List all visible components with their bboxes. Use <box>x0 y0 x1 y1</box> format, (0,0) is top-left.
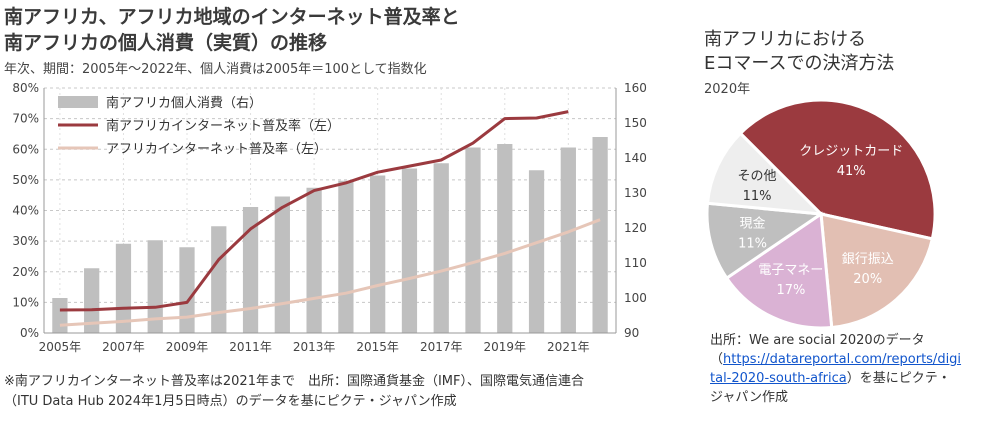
x-tick-label: 2009年 <box>166 340 209 354</box>
y-right-tick-label: 90 <box>624 326 639 340</box>
bar-consumption <box>147 240 163 333</box>
bar-consumption <box>433 163 449 333</box>
y-left-tick-label: 40% <box>12 204 39 218</box>
y-left-tick-label: 0% <box>20 326 39 340</box>
y-left-tick-label: 80% <box>12 81 39 95</box>
y-left-tick-label: 20% <box>12 265 39 279</box>
pie-category-label: 電子マネー <box>758 263 823 278</box>
right-title-line2: Eコマースでの決済方法 <box>704 53 895 74</box>
x-tick-label: 2015年 <box>356 340 399 354</box>
y-left-tick-label: 70% <box>12 112 39 126</box>
x-tick-label: 2017年 <box>420 340 463 354</box>
y-left-tick-label: 30% <box>12 234 39 248</box>
bar-consumption <box>52 298 68 333</box>
bar-consumption <box>274 196 290 333</box>
source-line2: （https://datareportal.com/reports/digi <box>710 350 961 369</box>
chart-axes: 0% 10% 20% 30% 40% 50% 60% 70% 80% 90 100 110 120 130… <box>12 81 647 354</box>
bar-consumption <box>211 226 227 333</box>
pie-category-label: 現金 <box>740 216 766 232</box>
y-right-tick-label: 150 <box>624 116 647 130</box>
bar-consumption <box>528 170 545 333</box>
y-right-tick-label: 140 <box>624 151 647 165</box>
legend-label: 南アフリカ個人消費（右） <box>106 95 262 111</box>
x-tick-label: 2005年 <box>39 340 82 354</box>
y-right-tick-label: 110 <box>624 256 647 270</box>
y-left-tick-label: 60% <box>12 142 39 156</box>
note-line2: （ITU Data Hub 2024年1月5日時点）のデータを基にピクテ・ジャパ… <box>4 394 457 409</box>
y-right-tick-label: 100 <box>624 291 647 305</box>
y-left-tick-label: 50% <box>12 173 39 187</box>
note-line1: ※南アフリカインターネット普及率は2021年まで 出所：国際通貨基金（IMF）、… <box>4 374 585 389</box>
x-tick-label: 2013年 <box>293 340 336 354</box>
bar-consumption <box>465 147 481 333</box>
right-title-line1: 南アフリカにおける <box>704 29 866 50</box>
chart-legend: 南アフリカ個人消費（右） 南アフリカインターネット普及率（左） アフリカインターネッ… <box>58 95 340 157</box>
left-chart-title: 南アフリカ、アフリカ地域のインターネット普及率と 南アフリカの個人消費（実質）の… <box>4 4 460 56</box>
y-left-tick-label: 10% <box>12 295 39 309</box>
source-paren-open: （ <box>710 352 724 367</box>
source-after-link: ）を基にピクテ・ <box>846 371 951 386</box>
pie-slice <box>819 212 935 330</box>
legend-label: 南アフリカインターネット普及率（左） <box>106 118 340 134</box>
bar-consumption <box>401 168 418 333</box>
bar-consumption <box>84 268 100 333</box>
source-line3: tal-2020-south-africa）を基にピクテ・ <box>710 369 961 388</box>
x-tick-label: 2007年 <box>102 340 145 354</box>
bar-consumption <box>370 175 386 333</box>
source-line4: ジャパン作成 <box>710 390 789 405</box>
pie-value-label: 11% <box>738 237 767 252</box>
source-line1: 出所：We are social 2020のデータ <box>710 333 925 348</box>
x-tick-label: 2019年 <box>484 340 527 354</box>
source-link-part2[interactable]: tal-2020-south-africa <box>710 371 847 386</box>
legend-swatch-bar <box>58 96 98 108</box>
x-tick-label: 2011年 <box>229 340 272 354</box>
pie-category-label: 銀行振込 <box>842 252 894 267</box>
bar-consumption <box>338 180 354 333</box>
payment-pie-chart: クレジットカード 41% 銀行振込 20% 電子マネー 17% 現金 11% その他 11% <box>705 98 937 330</box>
x-tick-label: 2021年 <box>547 340 590 354</box>
bar-consumption <box>497 144 513 333</box>
penetration-lines <box>59 110 601 327</box>
pie-slice <box>705 201 826 281</box>
left-chart-subtitle: 年次、期間：2005年～2022年、個人消費は2005年＝100として指数化 <box>4 62 427 77</box>
legend-label: アフリカインターネット普及率（左） <box>106 141 327 157</box>
pie-slice <box>738 98 937 241</box>
bar-consumption <box>306 187 322 333</box>
consumption-bars <box>52 137 608 333</box>
y-right-tick-label: 160 <box>624 81 647 95</box>
left-title-line2: 南アフリカの個人消費（実質）の推移 <box>4 32 328 54</box>
line-africa-penetration <box>59 218 601 327</box>
left-title-line1: 南アフリカ、アフリカ地域のインターネット普及率と <box>4 6 460 28</box>
bar-consumption <box>242 207 259 333</box>
pie-category-label: その他 <box>738 169 777 184</box>
line-south-africa-penetration <box>59 110 569 312</box>
right-chart-year: 2020年 <box>704 82 751 97</box>
right-chart-title: 南アフリカにおける Eコマースでの決済方法 <box>704 28 894 76</box>
bar-consumption <box>179 247 195 333</box>
left-chart-note: ※南アフリカインターネット普及率は2021年まで 出所：国際通貨基金（IMF）、… <box>4 372 584 412</box>
bar-consumption <box>115 243 132 333</box>
pie-value-label: 11% <box>743 189 772 204</box>
pie-category-label: クレジットカード <box>799 144 903 159</box>
bar-consumption <box>592 137 608 333</box>
pie-value-label: 17% <box>776 283 805 298</box>
y-right-tick-label: 120 <box>624 221 647 235</box>
right-chart-source: 出所：We are social 2020のデータ （https://datar… <box>710 331 961 407</box>
pie-slice <box>705 131 826 216</box>
y-right-tick-label: 130 <box>624 186 647 200</box>
pie-value-label: 41% <box>837 164 866 179</box>
chart-gridlines <box>44 87 616 333</box>
pie-slice <box>724 211 834 330</box>
bar-consumption <box>560 147 576 333</box>
source-link-part1[interactable]: https://datareportal.com/reports/digi <box>723 352 962 367</box>
pie-value-label: 20% <box>853 272 882 287</box>
